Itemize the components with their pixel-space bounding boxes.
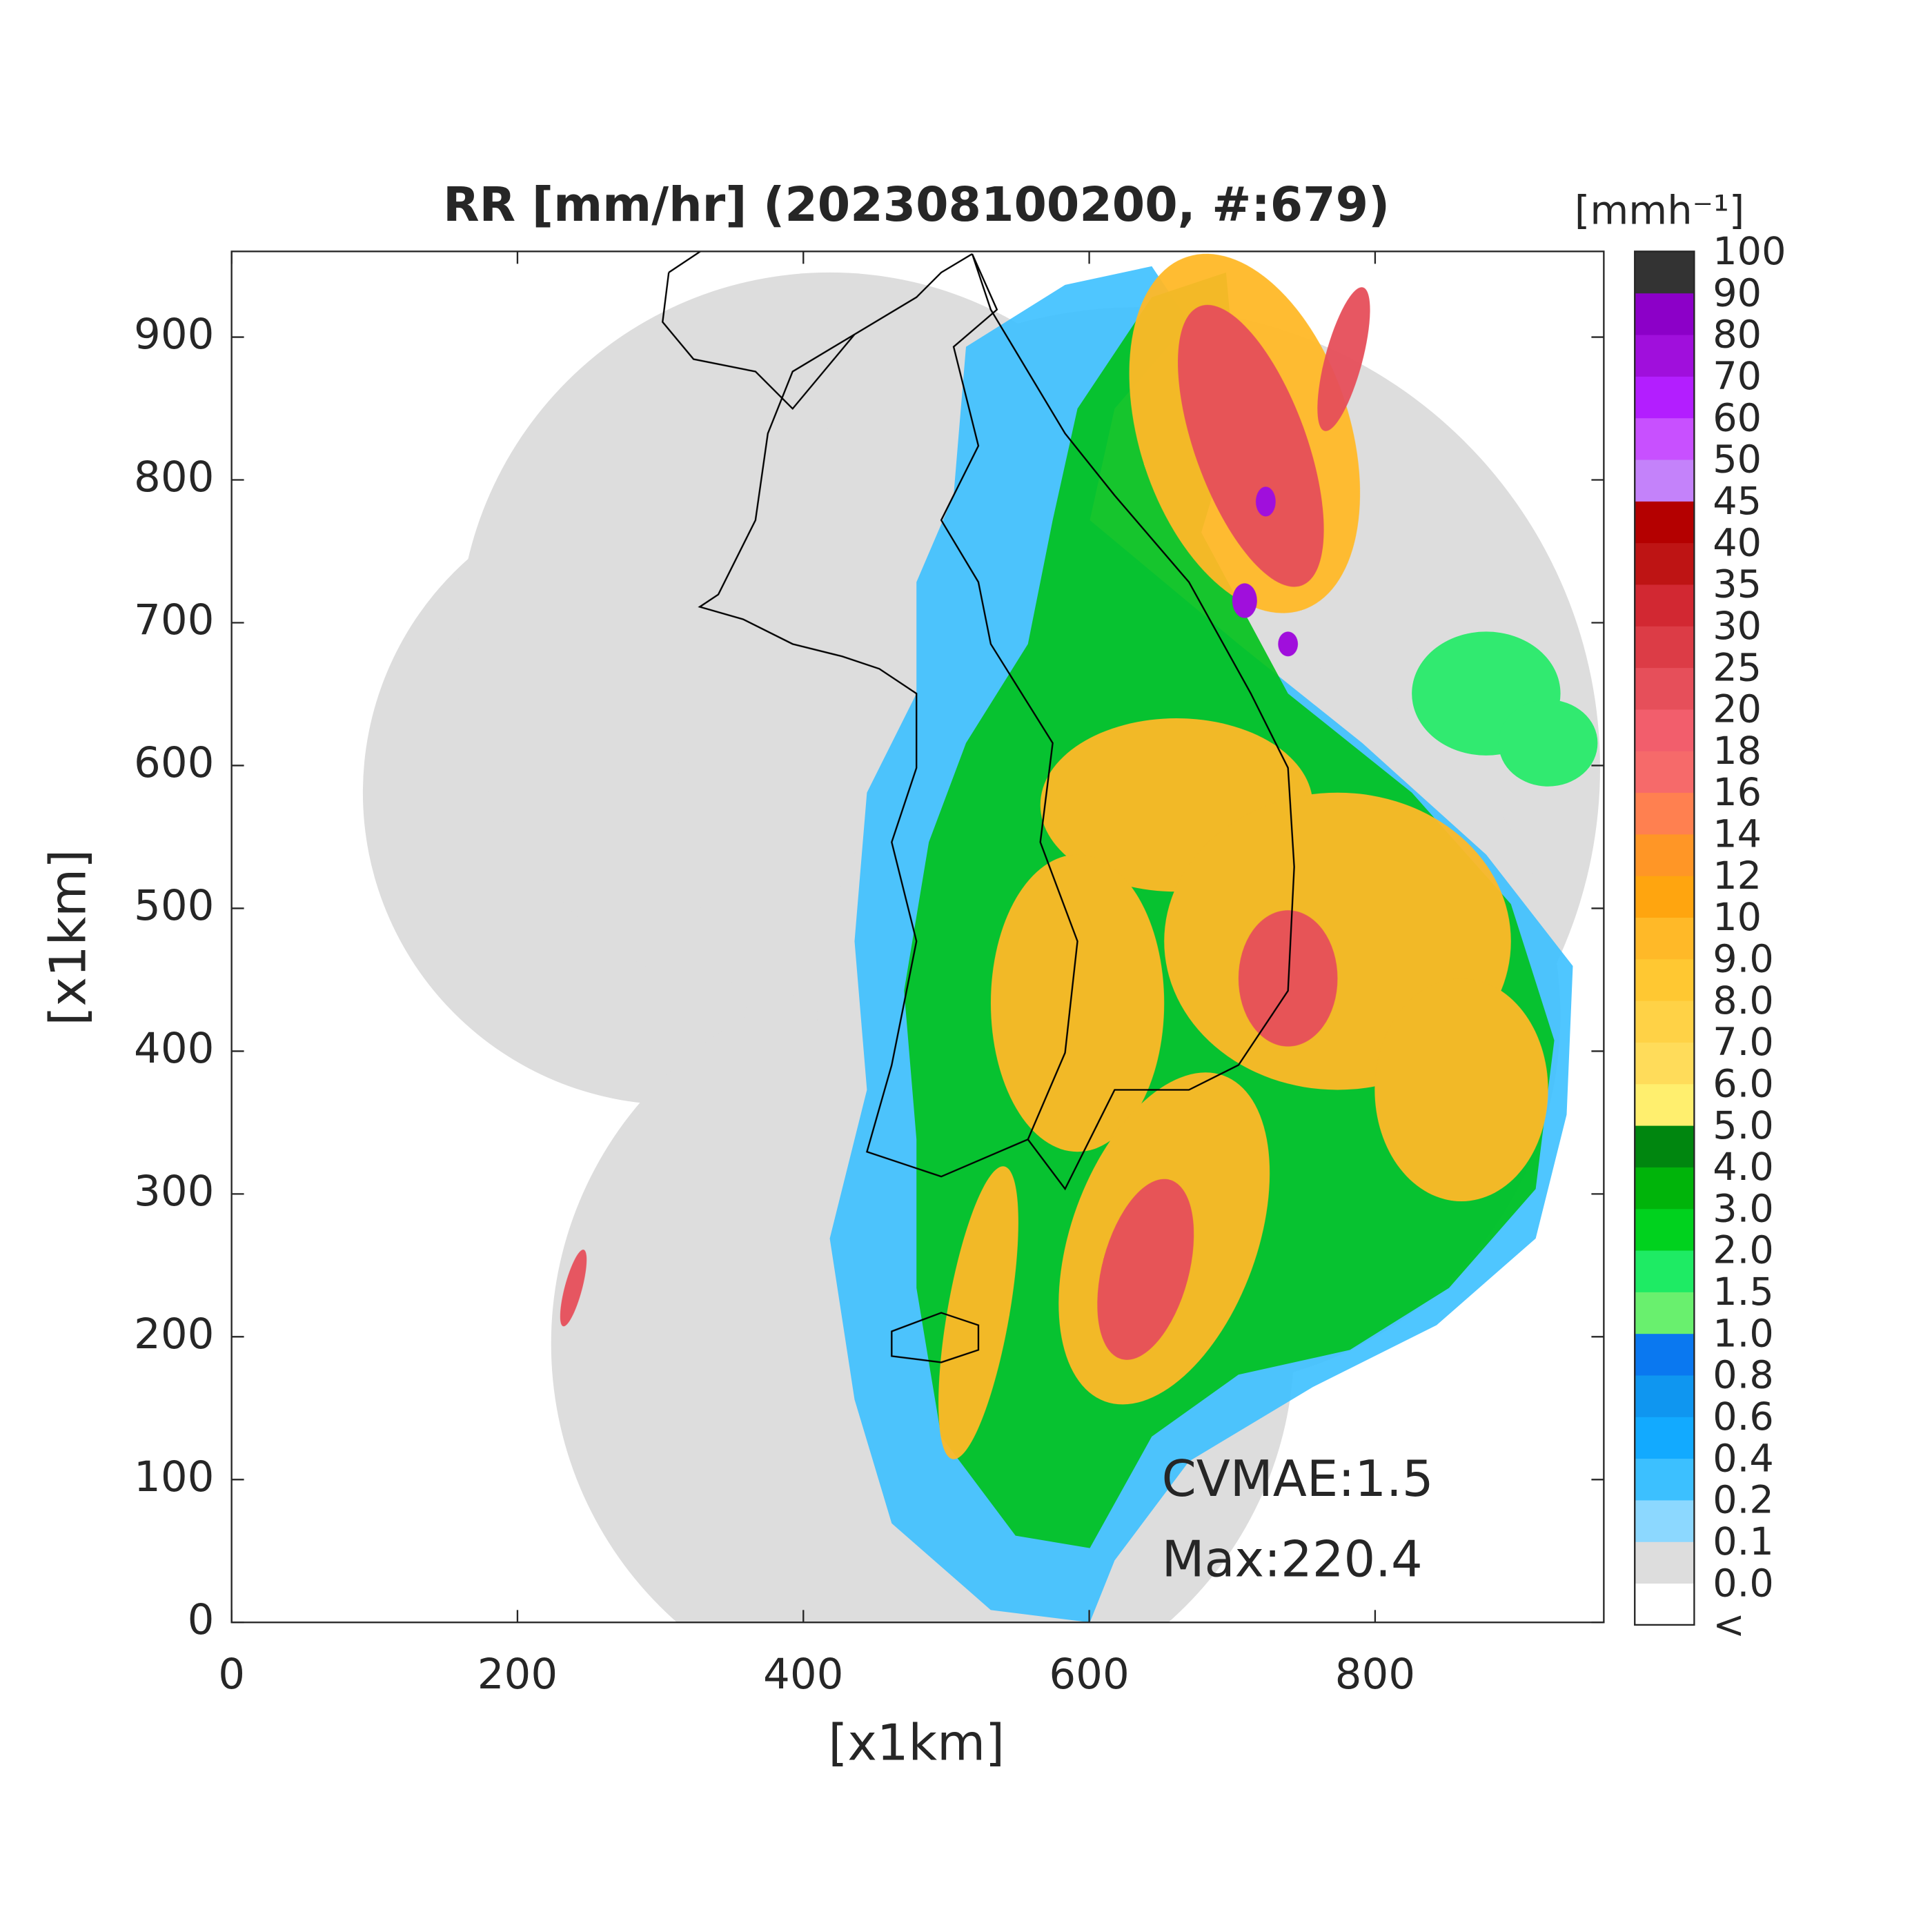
colorbar-tick-label: 25 xyxy=(1713,645,1762,690)
y-tick-label: 300 xyxy=(134,1167,214,1216)
colorbar-swatch xyxy=(1635,1292,1695,1334)
colorbar-tick-label: 18 xyxy=(1713,729,1762,773)
colorbar-tick-label: 0.2 xyxy=(1713,1478,1773,1523)
colorbar-swatch xyxy=(1635,1458,1695,1501)
colorbar-swatch xyxy=(1635,251,1695,294)
colorbar-tick-label: 5.0 xyxy=(1713,1103,1773,1148)
colorbar-swatch xyxy=(1635,459,1695,502)
colorbar-tick-label: 50 xyxy=(1713,437,1762,482)
colorbar-tick-label: 2.0 xyxy=(1713,1228,1773,1273)
colorbar-tick-label: < xyxy=(1713,1603,1745,1648)
colorbar-swatch xyxy=(1635,1374,1695,1417)
colorbar-tick-label: 0.6 xyxy=(1713,1394,1773,1439)
colorbar-tick-label: 70 xyxy=(1713,354,1762,399)
colorbar-swatch xyxy=(1635,751,1695,793)
colorbar-swatch xyxy=(1635,1042,1695,1085)
colorbar-tick-label: 0.8 xyxy=(1713,1353,1773,1398)
x-tick-label: 400 xyxy=(763,1650,843,1699)
x-tick-label: 600 xyxy=(1049,1650,1129,1699)
colorbar-tick-label: 9.0 xyxy=(1713,936,1773,981)
colorbar-tick-label: 8.0 xyxy=(1713,978,1773,1023)
colorbar-swatch xyxy=(1635,709,1695,751)
colorbar-tick-label: 30 xyxy=(1713,604,1762,649)
x-axis-label: [x1km] xyxy=(828,1713,1005,1771)
colorbar-tick-label: 1.0 xyxy=(1713,1311,1773,1356)
colorbar-label: [mmh⁻¹] xyxy=(1575,187,1744,233)
colorbar-swatch xyxy=(1635,626,1695,669)
colorbar-swatch xyxy=(1635,1417,1695,1459)
colorbar-tick-label: 45 xyxy=(1713,479,1762,524)
colorbar-swatch xyxy=(1635,501,1695,544)
colorbar-tick-label: 12 xyxy=(1713,854,1762,898)
y-tick-label: 0 xyxy=(188,1595,215,1644)
colorbar-tick-label: 60 xyxy=(1713,395,1762,440)
colorbar-swatch xyxy=(1635,584,1695,627)
y-tick-label: 600 xyxy=(134,738,214,787)
colorbar-swatch xyxy=(1635,417,1695,460)
annotation: CVMAE:1.5 xyxy=(1162,1450,1434,1508)
colorbar-tick-label: 14 xyxy=(1713,812,1762,857)
colorbar-tick-label: 90 xyxy=(1713,270,1762,315)
colorbar-tick-label: 100 xyxy=(1713,229,1786,274)
chart-title: RR [mm/hr] (202308100200, #:679) xyxy=(443,178,1390,233)
colorbar-frame xyxy=(1634,250,1695,1626)
colorbar-swatch xyxy=(1635,1000,1695,1043)
colorbar-tick-label: 16 xyxy=(1713,770,1762,815)
colorbar-tick-label: 35 xyxy=(1713,562,1762,607)
colorbar-swatch xyxy=(1635,876,1695,918)
colorbar-swatch xyxy=(1635,834,1695,876)
colorbar-swatch xyxy=(1635,376,1695,419)
colorbar-tick-label: 10 xyxy=(1713,895,1762,940)
y-tick-label: 200 xyxy=(134,1310,214,1359)
colorbar-swatch xyxy=(1635,334,1695,377)
colorbar-tick-label: 0.4 xyxy=(1713,1436,1773,1481)
colorbar-swatch xyxy=(1635,1167,1695,1210)
colorbar-swatch xyxy=(1635,1499,1695,1542)
y-tick-label: 500 xyxy=(134,881,214,930)
colorbar-swatch xyxy=(1635,1333,1695,1376)
x-tick-label: 0 xyxy=(218,1650,245,1699)
y-tick-label: 100 xyxy=(134,1452,214,1501)
colorbar-tick-label: 6.0 xyxy=(1713,1061,1773,1106)
colorbar-swatch xyxy=(1635,792,1695,835)
x-tick-label: 800 xyxy=(1335,1650,1415,1699)
plot-frame xyxy=(230,250,1605,1624)
annotation: Max:220.4 xyxy=(1162,1530,1423,1588)
colorbar-swatch xyxy=(1635,917,1695,960)
coastline xyxy=(662,251,1295,1363)
rain-intense xyxy=(560,287,1370,1360)
colorbar-tick-label: 0.0 xyxy=(1713,1561,1773,1606)
colorbar-tick-label: 4.0 xyxy=(1713,1145,1773,1190)
y-tick-label: 700 xyxy=(134,595,214,644)
colorbar-swatch xyxy=(1635,1083,1695,1126)
colorbar-swatch xyxy=(1635,1208,1695,1251)
colorbar-tick-label: 3.0 xyxy=(1713,1186,1773,1231)
y-tick-label: 800 xyxy=(134,453,214,502)
y-tick-label: 900 xyxy=(134,310,214,359)
colorbar-tick-label: 80 xyxy=(1713,313,1762,357)
rain-east-patch xyxy=(1412,631,1598,787)
y-tick-label: 400 xyxy=(134,1024,214,1073)
rain-extreme xyxy=(1232,486,1299,657)
x-tick-label: 200 xyxy=(477,1650,558,1699)
colorbar-tick-label: 20 xyxy=(1713,687,1762,732)
colorbar-swatch xyxy=(1635,542,1695,585)
radar-field xyxy=(362,251,1600,1623)
colorbar-swatch xyxy=(1635,1583,1695,1626)
colorbar-swatch xyxy=(1635,1541,1695,1584)
colorbar-swatch xyxy=(1635,1125,1695,1167)
colorbar-swatch xyxy=(1635,1250,1695,1292)
colorbar-swatch xyxy=(1635,293,1695,335)
colorbar-tick-label: 0.1 xyxy=(1713,1519,1773,1564)
colorbar-tick-label: 40 xyxy=(1713,520,1762,565)
y-axis-label: [x1km] xyxy=(39,849,97,1026)
colorbar-tick-label: 7.0 xyxy=(1713,1020,1773,1065)
colorbar-tick-label: 1.5 xyxy=(1713,1270,1773,1314)
colorbar-swatch xyxy=(1635,667,1695,710)
colorbar-swatch xyxy=(1635,958,1695,1001)
